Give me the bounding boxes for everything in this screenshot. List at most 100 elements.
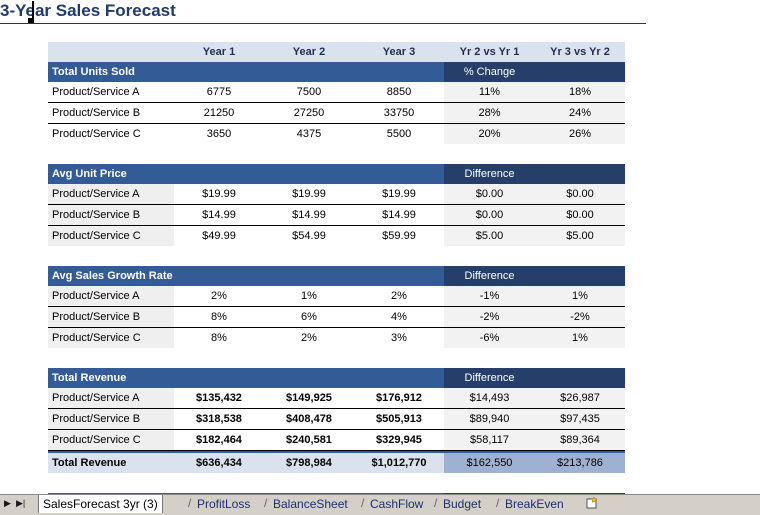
value-cell[interactable]: 11% — [444, 82, 535, 102]
section-header-cell[interactable] — [174, 368, 264, 388]
value-cell[interactable]: $14.99 — [202, 209, 236, 221]
value-cell[interactable]: 24% — [535, 103, 625, 123]
value-cell[interactable]: $240,581 — [286, 434, 332, 446]
value-cell[interactable]: $14,493 — [444, 388, 535, 408]
value-cell[interactable]: $0.00 — [535, 205, 625, 225]
section-header-cell[interactable] — [174, 266, 264, 286]
value-cell[interactable]: 28% — [444, 103, 535, 123]
total-value[interactable]: $798,984 — [286, 457, 332, 469]
section-header-cell[interactable] — [535, 164, 625, 184]
total-value[interactable]: $1,012,770 — [371, 457, 427, 469]
value-cell[interactable]: 4% — [391, 311, 407, 323]
value-cell[interactable]: $19.99 — [382, 188, 416, 200]
row-label[interactable]: Product/Service C — [48, 226, 174, 246]
value-cell[interactable]: 27250 — [293, 107, 325, 119]
section-header-cell[interactable] — [535, 368, 625, 388]
value-cell[interactable]: 3% — [391, 332, 407, 344]
value-cell[interactable]: 3650 — [206, 128, 232, 140]
value-cell[interactable]: $14.99 — [382, 209, 416, 221]
value-cell[interactable]: $14.99 — [292, 209, 326, 221]
row-label[interactable]: Product/Service B — [48, 205, 174, 225]
value-cell[interactable]: $89,940 — [444, 409, 535, 429]
section-header-cell[interactable] — [535, 266, 625, 286]
section-header-cell[interactable] — [264, 164, 354, 184]
value-cell[interactable]: $0.00 — [535, 184, 625, 204]
section-header-cell[interactable] — [354, 62, 444, 82]
column-header[interactable]: Yr 2 vs Yr 1 — [444, 42, 535, 62]
value-cell[interactable]: 1% — [535, 286, 625, 306]
sheet-tab[interactable]: Budget — [443, 497, 482, 511]
value-cell[interactable]: -2% — [444, 307, 535, 327]
value-cell[interactable]: -6% — [444, 328, 535, 348]
sheet-tab[interactable]: BalanceSheet — [273, 497, 348, 511]
row-label[interactable]: Product/Service A — [48, 184, 174, 204]
value-cell[interactable]: $0.00 — [444, 205, 535, 225]
fill-handle[interactable] — [28, 18, 34, 24]
sheet-tab[interactable]: ProfitLoss — [197, 497, 251, 511]
value-cell[interactable]: $97,435 — [535, 409, 625, 429]
sheet-tab[interactable]: CashFlow — [370, 497, 424, 511]
value-cell[interactable]: $54.99 — [292, 230, 326, 242]
value-cell[interactable]: $329,945 — [376, 434, 422, 446]
column-header[interactable]: Yr 3 vs Yr 2 — [535, 42, 625, 62]
column-header[interactable]: Year 2 — [292, 46, 326, 58]
compare-label[interactable]: % Change — [444, 62, 535, 82]
total-value[interactable]: $636,434 — [196, 457, 242, 469]
compare-label[interactable]: Difference — [444, 368, 535, 388]
section-header-cell[interactable] — [174, 62, 264, 82]
next-sheet-icon[interactable]: ▶ — [4, 498, 11, 508]
section-title[interactable]: Avg Unit Price — [52, 168, 127, 180]
value-cell[interactable]: $5.00 — [444, 226, 535, 246]
row-label[interactable]: Product/Service B — [48, 409, 174, 429]
section-title[interactable]: Total Units Sold — [52, 66, 135, 78]
section-header-cell[interactable] — [354, 368, 444, 388]
value-cell[interactable]: $408,478 — [286, 413, 332, 425]
value-cell[interactable]: $318,538 — [196, 413, 242, 425]
value-cell[interactable]: 8850 — [386, 86, 412, 98]
row-label[interactable]: Product/Service A — [48, 388, 174, 408]
section-title[interactable]: Total Revenue — [52, 372, 127, 384]
row-label[interactable]: Product/Service C — [48, 328, 174, 348]
value-cell[interactable]: 4375 — [296, 128, 322, 140]
value-cell[interactable]: $59.99 — [382, 230, 416, 242]
section-header-cell[interactable] — [354, 266, 444, 286]
total-value[interactable]: $162,550 — [444, 453, 535, 473]
value-cell[interactable]: 2% — [211, 290, 227, 302]
value-cell[interactable]: 26% — [535, 124, 625, 144]
column-header[interactable] — [48, 42, 174, 62]
value-cell[interactable]: $176,912 — [376, 392, 422, 404]
section-title[interactable]: Avg Sales Growth Rate — [52, 270, 173, 282]
value-cell[interactable]: $49.99 — [202, 230, 236, 242]
value-cell[interactable]: $26,987 — [535, 388, 625, 408]
new-sheet-icon[interactable] — [585, 496, 599, 514]
row-label[interactable]: Product/Service A — [48, 286, 174, 306]
row-label[interactable]: Product/Service A — [52, 86, 140, 98]
value-cell[interactable]: 21250 — [203, 107, 235, 119]
compare-label[interactable]: Difference — [444, 164, 535, 184]
value-cell[interactable]: 2% — [301, 332, 317, 344]
value-cell[interactable]: $135,432 — [196, 392, 242, 404]
value-cell[interactable]: -2% — [535, 307, 625, 327]
total-label[interactable]: Total Revenue — [52, 457, 127, 469]
value-cell[interactable]: $182,464 — [196, 434, 242, 446]
value-cell[interactable]: $89,364 — [535, 430, 625, 450]
value-cell[interactable]: 1% — [535, 328, 625, 348]
row-label[interactable]: Product/Service C — [48, 430, 174, 450]
value-cell[interactable]: 8% — [211, 311, 227, 323]
value-cell[interactable]: 5500 — [386, 128, 412, 140]
compare-label[interactable]: Difference — [444, 266, 535, 286]
value-cell[interactable]: 7500 — [296, 86, 322, 98]
section-header-cell[interactable] — [174, 164, 264, 184]
value-cell[interactable]: $19.99 — [292, 188, 326, 200]
value-cell[interactable]: 1% — [301, 290, 317, 302]
total-value[interactable]: $213,786 — [535, 453, 625, 473]
value-cell[interactable]: -1% — [444, 286, 535, 306]
row-label[interactable]: Product/Service B — [52, 107, 141, 119]
value-cell[interactable]: $149,925 — [286, 392, 332, 404]
sheet-tab[interactable]: BreakEven — [505, 497, 564, 511]
section-header-cell[interactable] — [264, 62, 354, 82]
section-header-cell[interactable] — [354, 164, 444, 184]
column-header[interactable]: Year 1 — [202, 46, 236, 58]
value-cell[interactable]: $19.99 — [202, 188, 236, 200]
value-cell[interactable]: $58,117 — [444, 430, 535, 450]
